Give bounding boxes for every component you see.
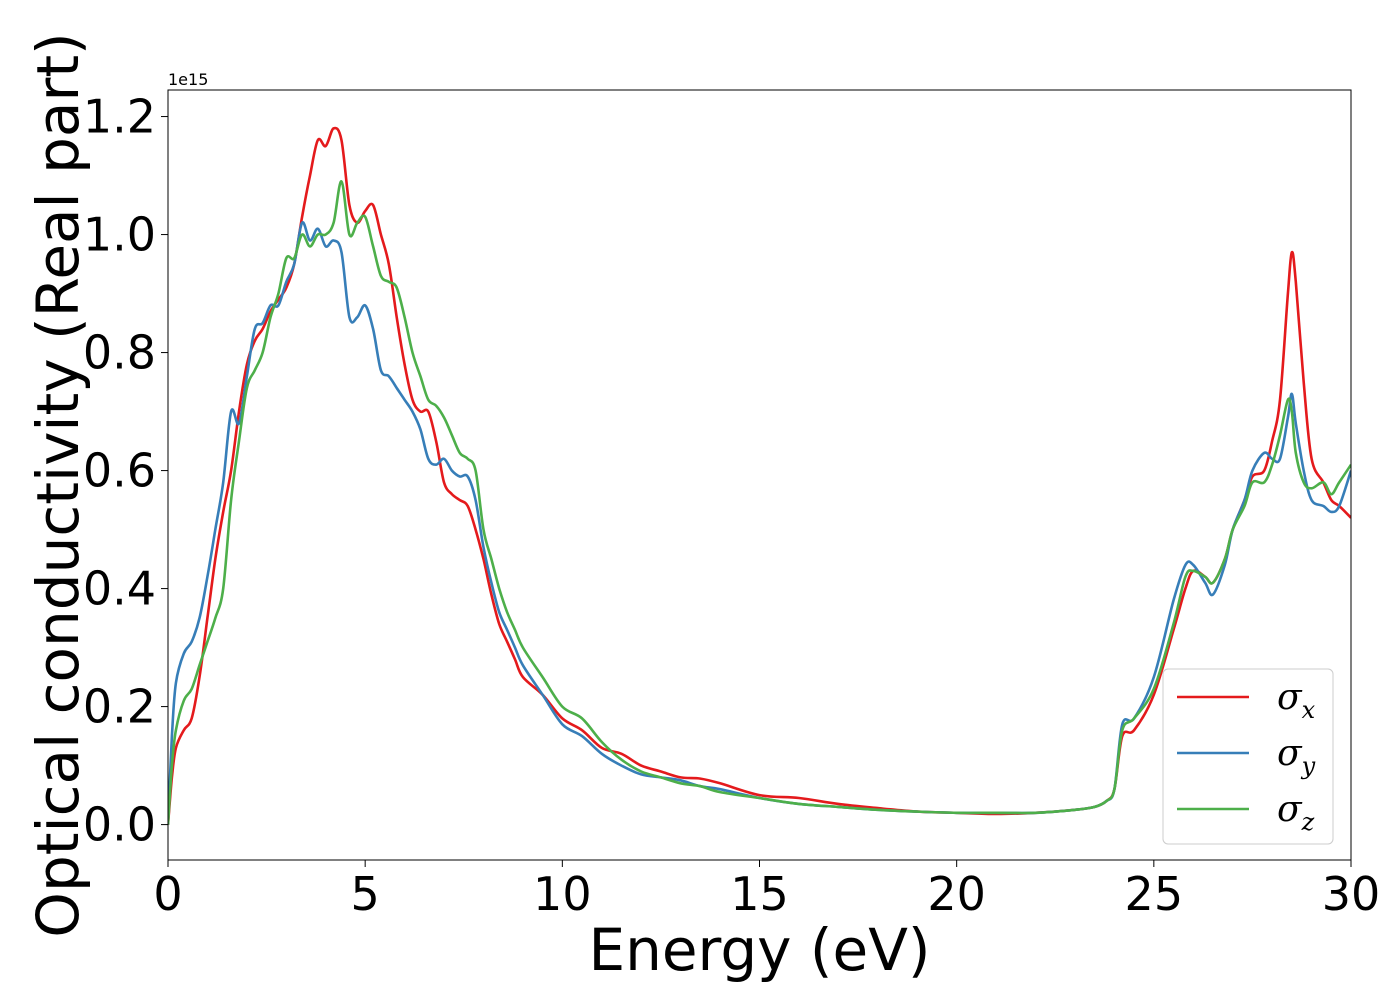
legend-box: [1162, 668, 1334, 845]
x-tick-label: 30: [1322, 867, 1381, 921]
y-tick-label: 0.2: [83, 680, 156, 734]
y-tick-label: 0.0: [83, 798, 156, 852]
y-tick-label: 0.4: [83, 562, 156, 616]
x-tick-label: 25: [1125, 867, 1184, 921]
y-axis-ticks: 0.0 0.2 0.4 0.6 0.8 1.0 1.2: [83, 90, 168, 852]
x-tick-label: 15: [730, 867, 789, 921]
legend-symbol: σ: [1277, 789, 1303, 830]
y-axis-offset-text: 1e15: [168, 70, 208, 89]
y-tick-label: 1.2: [83, 90, 156, 144]
y-tick-label: 0.6: [83, 444, 156, 498]
x-axis-ticks: 0 5 10 15 20 25 30: [153, 860, 1380, 921]
x-axis-label: Energy (eV): [588, 916, 930, 984]
series-line-z: [168, 180, 1351, 825]
series-layer: [168, 126, 1351, 825]
x-tick-label: 5: [351, 867, 380, 921]
legend-subscript: y: [1301, 752, 1316, 780]
y-tick-label: 1.0: [83, 208, 156, 262]
y-axis-label: Optical conductivity (Real part): [24, 32, 92, 937]
x-tick-label: 0: [153, 867, 182, 921]
legend-label-x: σx: [1277, 677, 1316, 724]
legend-symbol: σ: [1277, 677, 1303, 718]
legend-subscript: x: [1302, 696, 1316, 724]
legend-label-z: σz: [1277, 789, 1315, 836]
legend-subscript: z: [1301, 808, 1315, 836]
x-tick-label: 10: [533, 867, 592, 921]
x-tick-label: 20: [927, 867, 986, 921]
y-tick-label: 0.8: [83, 326, 156, 380]
legend-label-y: σy: [1277, 733, 1316, 780]
legend-symbol: σ: [1277, 733, 1303, 774]
series-line-y: [168, 221, 1351, 825]
